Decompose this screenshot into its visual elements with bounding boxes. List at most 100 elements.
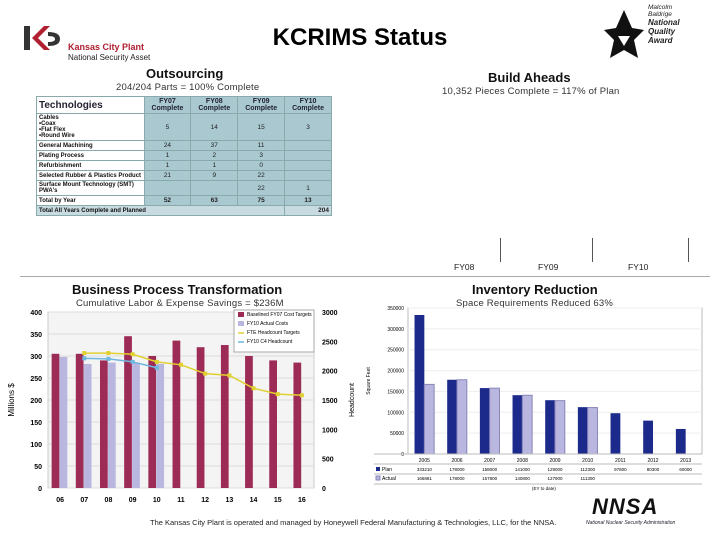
- inv-xtick: 2006: [451, 458, 462, 464]
- table-row: Surface Mount Technology (SMT) PWA's 22 1: [36, 180, 332, 196]
- table-cell: 3: [284, 113, 332, 141]
- table-cell: 37: [190, 140, 239, 151]
- inv-bar-plan: [643, 420, 653, 454]
- table-row-label: Surface Mount Technology (SMT) PWA's: [36, 180, 145, 196]
- bpt-ytick-left: 300: [30, 354, 42, 361]
- table-row-label: Refurbishment: [36, 160, 145, 171]
- inv-table-actual-cell: 140800: [515, 476, 531, 481]
- table-row: Selected Rubber & Plastics Product 21 9 22: [36, 170, 332, 181]
- bpt-line-point: [82, 351, 87, 356]
- bpt-bar-baseline: [269, 360, 278, 488]
- bpt-xtick: 12: [201, 497, 209, 504]
- inv-bar-plan: [610, 413, 621, 454]
- table-cell: 11: [237, 140, 286, 151]
- bpt-ytick-left: 100: [30, 442, 42, 449]
- table-cell: [190, 180, 239, 196]
- build-aheads-tick: [592, 238, 593, 262]
- bpt-legend-label: FTE Headcount Targets: [247, 330, 300, 336]
- table-row: Refurbishment 1 1 0: [36, 160, 332, 171]
- bpt-line-point: [106, 351, 111, 356]
- table-cell: 24: [143, 140, 192, 151]
- bpt-ytick-left: 150: [30, 420, 42, 427]
- bpt-ytick-right: 1500: [322, 398, 338, 405]
- bpt-bar-actual: [83, 363, 92, 488]
- bpt-line-c4-headcount: [84, 357, 157, 369]
- inv-xtick: 2013: [680, 458, 691, 464]
- inv-table-plan-cell: 158000: [482, 467, 498, 472]
- table-row-label: General Machining: [36, 140, 145, 151]
- inventory-chart: 0 50000 100000 150000 200000 250000 300000 3500…: [366, 306, 703, 491]
- bpt-chart: 0 50 100 150 200 250 300 350 400 0 500 1000 1500 2000…: [8, 309, 356, 504]
- table-cell: 9: [190, 170, 239, 181]
- inv-table-actual-cell: 111300: [580, 476, 595, 481]
- inv-table-plan-cell: 60000: [679, 467, 692, 472]
- bpt-line-point: [154, 365, 159, 370]
- inv-row-label-actual: Actual: [382, 476, 396, 482]
- table-header-fy10: FY10 Complete: [284, 96, 332, 114]
- bpt-line-point: [299, 393, 304, 398]
- bpt-line-point: [275, 392, 280, 397]
- table-grand-total-label: Total All Years Complete and Planned: [35, 205, 286, 216]
- outsourcing-subtitle: 204/204 Parts = 100% Complete: [116, 82, 260, 93]
- bpt-bar-actual: [59, 356, 68, 488]
- bpt-bar-baseline: [196, 347, 205, 488]
- bpt-bar-baseline: [51, 353, 60, 488]
- inv-legend-swatch-plan: [376, 467, 380, 471]
- logo-line1: Kansas City Plant: [68, 42, 145, 52]
- bpt-xtick: 15: [274, 497, 282, 504]
- bpt-subtitle: Cumulative Labor & Expense Savings = $23…: [76, 298, 284, 309]
- inv-ytick: 350000: [387, 306, 404, 312]
- inv-ytick: 200000: [387, 369, 404, 375]
- bpt-bar-baseline: [172, 340, 181, 488]
- table-row: Cables •Coax •Flat Flex •Round Wire 5 14 15…: [36, 113, 332, 141]
- table-cell: 1: [190, 160, 239, 171]
- outsourcing-table: Technologies FY07 Complete FY08 Complete…: [35, 96, 332, 216]
- table-row: General Machining 24 37 11: [36, 140, 332, 151]
- build-aheads-tick: [688, 238, 689, 262]
- nnsa-tagline: National Nuclear Security Administration: [586, 520, 676, 526]
- inv-table-plan-cell: 129000: [547, 467, 563, 472]
- section-divider: [20, 276, 710, 277]
- build-aheads-tick: [500, 238, 501, 262]
- inv-table-actual-cell: 157800: [482, 476, 498, 481]
- bpt-legend-label: Baselined FY07 Cost Targets: [247, 312, 312, 318]
- bpt-line-point: [106, 356, 111, 361]
- bpt-xtick: 14: [250, 497, 258, 504]
- table-cell: 3: [237, 150, 286, 161]
- inv-ytick: 50000: [390, 431, 404, 437]
- inv-bar-plan: [577, 407, 588, 454]
- page-title: KCRIMS Status: [272, 24, 448, 51]
- footer-text: The Kansas City Plant is operated and ma…: [150, 518, 557, 527]
- bpt-ytick-left: 250: [30, 376, 42, 383]
- bpt-line-point: [154, 359, 159, 364]
- table-cell: [284, 170, 332, 181]
- table-total-cell: 75: [237, 195, 286, 206]
- bpt-xtick: 09: [129, 497, 137, 504]
- inv-table-plan-cell: 80300: [647, 467, 660, 472]
- bpt-legend-label: FY10 C4 Headcount: [247, 339, 293, 345]
- bpt-ytick-left: 350: [30, 332, 42, 339]
- table-cell: 1: [143, 150, 192, 161]
- inv-ytick: 0: [401, 452, 404, 458]
- table-cell: 21: [143, 170, 192, 181]
- table-cell: 22: [237, 180, 286, 196]
- inv-bar-actual: [423, 383, 435, 455]
- bpt-xtick: 11: [177, 497, 185, 504]
- table-header-technologies: Technologies: [36, 96, 145, 114]
- bpt-ytick-right: 1000: [322, 427, 338, 434]
- bpt-bar-actual: [156, 363, 165, 488]
- bpt-ytick-right: 2500: [322, 339, 338, 346]
- bpt-xtick: 06: [56, 497, 64, 504]
- bpt-bar-baseline: [293, 362, 302, 488]
- nnsa-logo: NNSA National Nuclear Security Administr…: [586, 494, 714, 534]
- bpt-bar-actual: [132, 362, 140, 488]
- kcp-logo-mark-icon: [24, 26, 60, 50]
- bpt-ytick-right: 500: [322, 457, 334, 464]
- table-cell: [284, 150, 332, 161]
- table-cell: [284, 160, 332, 171]
- award-line4: Quality: [648, 27, 676, 36]
- table-cell: 1: [143, 160, 192, 171]
- inventory-subtitle: Space Requirements Reduced 63%: [456, 298, 614, 309]
- inv-bar-actual: [489, 387, 500, 455]
- bpt-xtick: 10: [153, 497, 161, 504]
